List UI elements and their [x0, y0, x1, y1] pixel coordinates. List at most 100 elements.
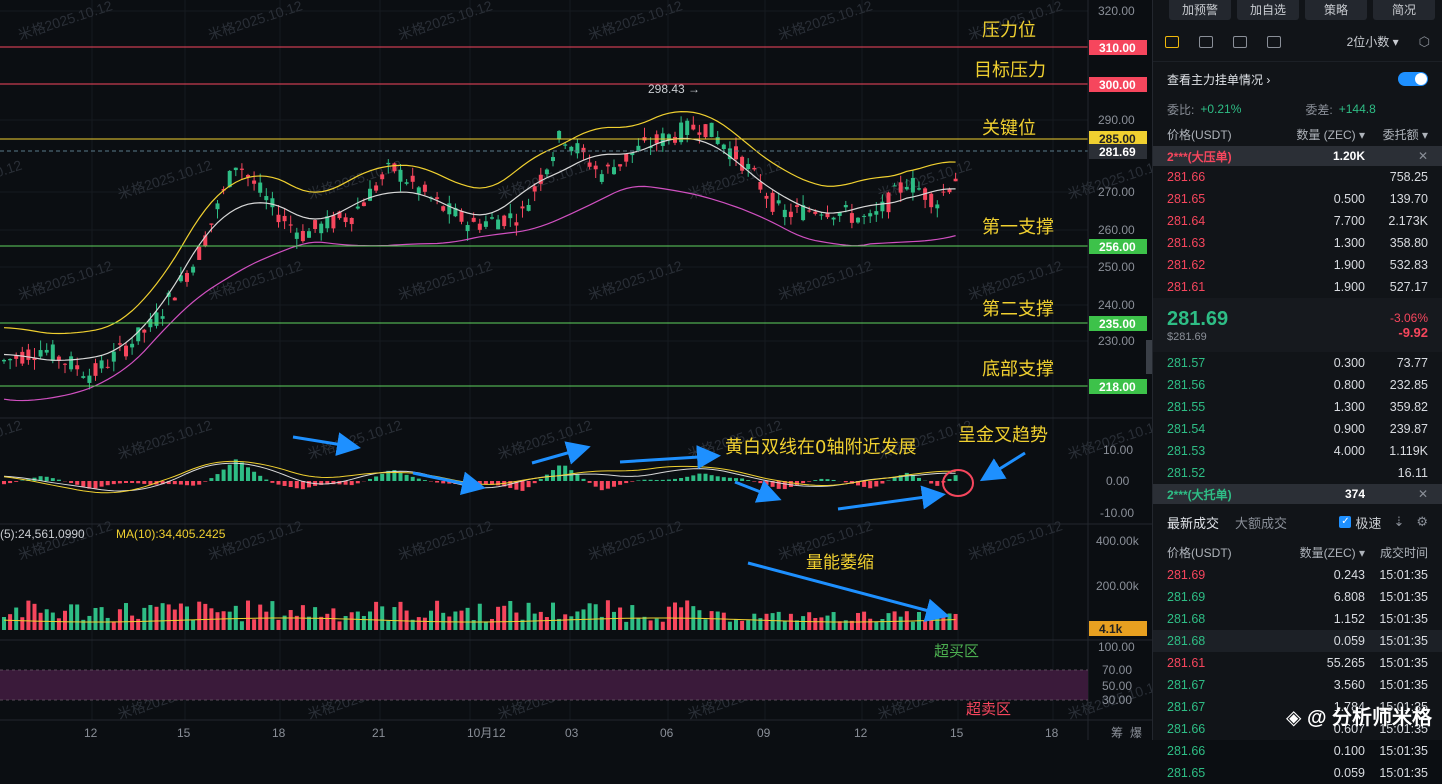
candle-body: [435, 197, 439, 199]
candle-body: [20, 352, 24, 364]
y-tick: 230.00: [1098, 334, 1135, 348]
candle-body: [758, 182, 762, 190]
candle-body: [106, 367, 110, 368]
candle-body: [75, 365, 79, 369]
macd-bar: [807, 481, 811, 482]
book-asks-icon[interactable]: [1233, 36, 1247, 48]
tab-large-trades[interactable]: 大额成交: [1235, 513, 1287, 532]
macd-bar: [106, 481, 110, 485]
rsi-band: [0, 670, 1088, 700]
watchlist-button[interactable]: 加自选: [1237, 0, 1299, 20]
fast-checkbox[interactable]: ✓极速: [1339, 513, 1381, 532]
candle-body: [588, 162, 592, 166]
macd-bar: [350, 481, 354, 485]
volume-bar: [57, 618, 61, 630]
macd-bar: [673, 479, 677, 481]
main-orders-toggle[interactable]: [1398, 72, 1428, 86]
volume-bar: [466, 608, 470, 630]
macd-bar: [496, 481, 500, 485]
volume-bar: [673, 603, 677, 630]
settings-icon[interactable]: ⬡: [1419, 34, 1430, 50]
volume-note: 量能萎缩: [806, 553, 874, 573]
trading-panel: 加预警 加自选 策略 简况 2位小数 ▾ ⬡ 查看主力挂单情况 › 委比: +0…: [1152, 0, 1442, 740]
overview-button[interactable]: 简况: [1373, 0, 1435, 20]
macd-bar: [185, 481, 189, 485]
x-tick: 09: [757, 726, 771, 740]
macd-bar: [710, 475, 714, 481]
candle-body: [807, 211, 811, 212]
x-tick: 10月12: [467, 726, 506, 740]
book-both-icon[interactable]: [1165, 36, 1179, 48]
candle-body: [380, 174, 384, 179]
volume-bar: [106, 618, 110, 630]
candle-body: [502, 216, 506, 226]
depth-icon[interactable]: [1267, 36, 1281, 48]
volume-bar: [941, 615, 945, 630]
candle-body: [545, 170, 549, 175]
macd-bar: [600, 481, 604, 490]
candle-body: [527, 205, 531, 211]
candle-body: [331, 215, 335, 228]
macd-bar: [636, 480, 640, 481]
candle-body: [691, 125, 695, 130]
candle-body: [94, 363, 98, 376]
main-orders-link[interactable]: 查看主力挂单情况 ›: [1167, 71, 1270, 88]
y-tick: 400.00k: [1096, 534, 1140, 548]
candle-body: [258, 183, 262, 193]
candle-body: [405, 182, 409, 184]
volume-bar: [33, 604, 37, 630]
macd-bar: [716, 476, 720, 481]
macd-bar: [527, 481, 531, 487]
volume-bar: [697, 610, 701, 630]
price-tag-label: 218.00: [1099, 380, 1136, 394]
strategy-button[interactable]: 策略: [1305, 0, 1367, 20]
candle-body: [319, 224, 323, 234]
volume-bar: [569, 616, 573, 630]
macd-bar: [954, 475, 958, 481]
candle-body: [874, 211, 878, 215]
y-tick: 10.00: [1103, 443, 1133, 457]
candle-body: [612, 167, 616, 174]
candle-body: [118, 343, 122, 344]
volume-bar: [783, 621, 787, 630]
volume-bar: [75, 604, 79, 630]
tab-latest-trades[interactable]: 最新成交: [1167, 513, 1219, 532]
candle-body: [69, 356, 73, 369]
candle-body: [508, 213, 512, 218]
macd-bar: [551, 470, 555, 481]
alert-button[interactable]: 加预警: [1169, 0, 1231, 20]
volume-bar: [636, 618, 640, 630]
macd-bar: [222, 470, 226, 481]
x-tick: 21: [372, 726, 386, 740]
volume-bar: [87, 616, 91, 630]
brand-label: ◈ @ 分析师米格: [1286, 701, 1432, 730]
candle-body: [844, 205, 848, 207]
volume-bar: [167, 604, 171, 630]
book-bids-icon[interactable]: [1199, 36, 1213, 48]
macd-bar: [252, 472, 256, 481]
decimal-select[interactable]: 2位小数 ▾: [1347, 33, 1399, 50]
macd-bar: [606, 481, 610, 489]
macd-bar: [868, 481, 872, 488]
volume-bar: [161, 603, 165, 630]
big-ask-row: 2***(大压单) 1.20K ✕: [1153, 146, 1442, 166]
candle-body: [673, 137, 677, 143]
volume-bar: [826, 616, 830, 630]
volume-bar: [813, 618, 817, 630]
settings-icon[interactable]: ⚙: [1416, 514, 1428, 530]
filter-icon[interactable]: ⇣: [1393, 514, 1404, 530]
